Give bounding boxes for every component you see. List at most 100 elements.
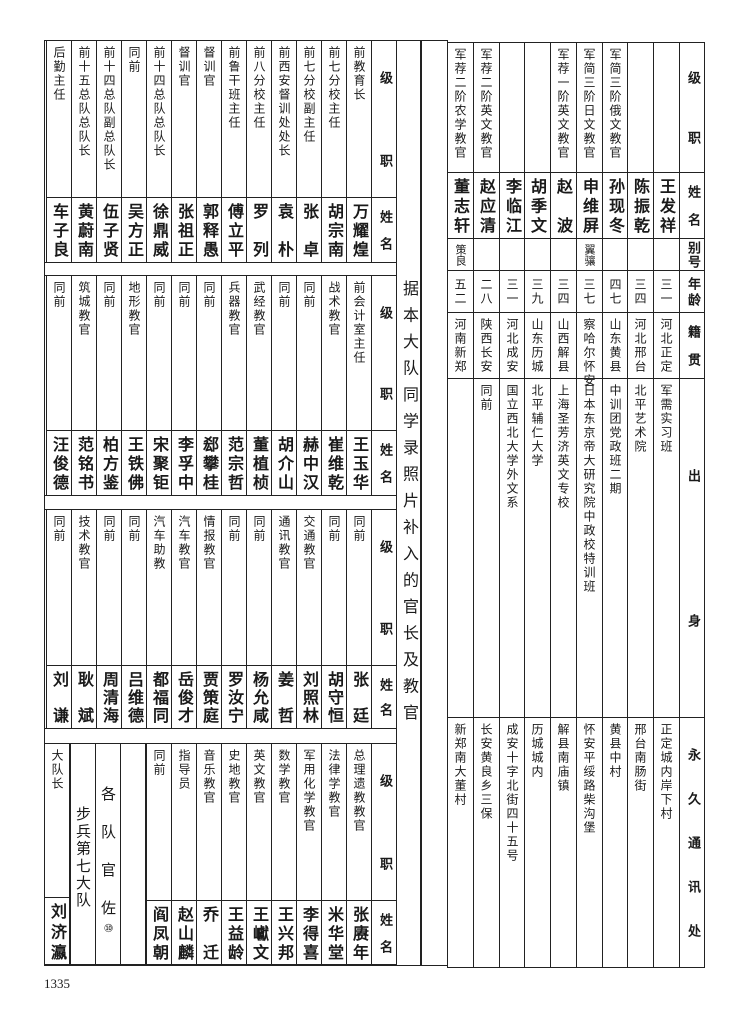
position-cell: 兵器教官 xyxy=(221,275,247,431)
person-background: 日本东京帝大研究院中政校特训班 xyxy=(582,384,596,594)
person-alias xyxy=(655,241,677,268)
position-text: 情报教官 xyxy=(202,515,216,571)
person-age: 三九 xyxy=(530,277,544,306)
person-age: 三四 xyxy=(556,277,570,306)
spacer-column xyxy=(421,40,448,966)
person-position-cell: 军荐一阶英文教官 xyxy=(550,42,577,173)
section-title: 据本大队同学录照片补入的官长及教官 xyxy=(400,280,419,720)
person-address-cell: 新郑南大董村 xyxy=(447,717,474,968)
commander-name: 刘济瀛 xyxy=(44,897,70,966)
person-origin: 山东黄县 xyxy=(608,318,622,374)
person-age: 三四 xyxy=(633,277,647,306)
name-text: 崔维乾 xyxy=(325,436,344,490)
name-cell: 胡宗南 xyxy=(321,197,347,263)
position-text: 同前 xyxy=(52,281,66,309)
name-text: 阎凤朝 xyxy=(150,906,169,960)
person-position: 军荐二阶农学教官 xyxy=(453,48,467,160)
position-cell: 汽车助教 xyxy=(146,509,172,666)
person-age-cell: 五二 xyxy=(447,270,474,313)
name-text: 王铁佛 xyxy=(125,436,144,490)
name-text: 徐鼎威 xyxy=(150,203,169,257)
position-text: 法律学教官 xyxy=(327,749,341,819)
header-position: 级职 xyxy=(371,40,397,198)
person-origin: 河北邢台 xyxy=(633,318,647,374)
right-header-name-text: 姓名 xyxy=(685,185,700,226)
position-text: 同前 xyxy=(302,281,316,309)
person-position xyxy=(629,48,651,169)
person-background-cell: 中训团党政班二期 xyxy=(602,378,628,718)
name-cell: 车子良 xyxy=(46,197,72,263)
name-cell: 李孚中 xyxy=(171,430,197,496)
position-cell: 前七分校主任 xyxy=(321,40,347,198)
position-text: 指导员 xyxy=(177,749,191,791)
name-text: 黄蔚南 xyxy=(75,203,94,257)
person-background-cell: 北平艺术院 xyxy=(627,378,654,718)
name-text: 汪俊德 xyxy=(50,436,69,490)
position-cell: 战术教官 xyxy=(321,275,347,431)
name-cell: 阎凤朝 xyxy=(146,900,172,966)
person-alias xyxy=(526,241,548,268)
group-label-column: 各队官佐 ⑩ xyxy=(95,743,121,966)
position-text: 前会计室主任 xyxy=(352,281,366,365)
name-cell: 都福同 xyxy=(146,665,172,729)
person-age: 三一 xyxy=(659,277,673,306)
position-cell: 筑城教官 xyxy=(71,275,97,431)
name-text: 赫中汉 xyxy=(300,436,319,490)
person-address: 正定城内岸下村 xyxy=(659,723,673,821)
position-cell: 技术教官 xyxy=(71,509,97,666)
position-cell: 通讯教官 xyxy=(271,509,297,666)
header-name-text: 姓名 xyxy=(377,913,392,953)
name-cell: 范宗哲 xyxy=(221,430,247,496)
person-origin-cell: 山西解县 xyxy=(550,312,577,379)
name-cell: 袁朴 xyxy=(271,197,297,263)
person-origin-cell: 河北成安 xyxy=(499,312,525,379)
name-cell: 岳俊才 xyxy=(171,665,197,729)
name-text: 董植桢 xyxy=(250,436,269,490)
position-text: 督训官 xyxy=(202,46,216,88)
name-text: 刘照林 xyxy=(300,671,319,723)
person-alias-cell xyxy=(473,238,500,271)
name-text: 张祖正 xyxy=(175,203,194,257)
person-alias xyxy=(629,241,651,268)
name-cell: 吴方正 xyxy=(121,197,147,263)
name-text: 张赓年 xyxy=(350,906,369,960)
name-cell: 万耀煌 xyxy=(346,197,372,263)
position-text: 总理遗教教官 xyxy=(352,749,366,833)
name-text: 袁朴 xyxy=(275,203,294,257)
position-text: 同前 xyxy=(127,46,141,74)
right-header-origin-text: 籍贯 xyxy=(685,325,700,366)
name-cell: 王玉华 xyxy=(346,430,372,496)
person-alias xyxy=(475,241,497,268)
person-address: 邢台南肠街 xyxy=(633,723,647,793)
person-age: 三七 xyxy=(582,277,596,306)
name-text: 乔迁 xyxy=(200,906,219,960)
person-age: 四七 xyxy=(608,277,622,306)
person-origin: 山东历城 xyxy=(530,318,544,374)
name-text: 耿斌 xyxy=(75,671,94,723)
person-age-cell: 三四 xyxy=(550,270,577,313)
name-text: 范铭书 xyxy=(75,436,94,490)
person-alias-cell xyxy=(653,238,680,271)
person-origin-cell: 察哈尔怀安 xyxy=(576,312,603,388)
person-alias-cell xyxy=(627,238,654,271)
position-text: 同前 xyxy=(227,515,241,543)
position-text: 通讯教官 xyxy=(277,515,291,571)
position-cell: 后勤主任 xyxy=(46,40,72,198)
name-cell: 张卓 xyxy=(296,197,322,263)
name-cell: 姜哲 xyxy=(271,665,297,729)
person-background-cell: 日本东京帝大研究院中政校特训班 xyxy=(576,378,603,718)
right-header-position-text: 级职 xyxy=(685,71,700,144)
name-cell: 董植桢 xyxy=(246,430,272,496)
name-cell: 刘照林 xyxy=(296,665,322,729)
person-name: 董志轩 xyxy=(451,178,470,233)
name-cell: 郭释愚 xyxy=(196,197,222,263)
position-cell: 法律学教官 xyxy=(321,743,347,901)
person-address-cell: 成安十字北街四十五号 xyxy=(499,717,525,968)
name-text: 傅立平 xyxy=(225,203,244,257)
name-cell: 王铁佛 xyxy=(121,430,147,496)
person-name-cell: 李临江 xyxy=(499,172,525,239)
person-name-cell: 赵波 xyxy=(550,172,577,239)
right-header-name: 姓名 xyxy=(679,172,705,239)
name-text: 刘谦 xyxy=(50,671,69,723)
header-name: 姓名 xyxy=(371,197,397,263)
